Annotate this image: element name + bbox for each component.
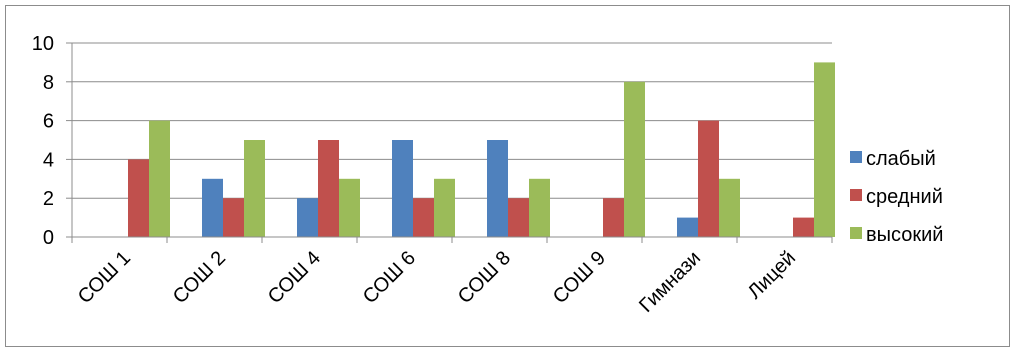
- legend-swatch: [850, 227, 862, 239]
- y-tick-label: 10: [32, 33, 54, 55]
- bar-medium: [508, 198, 529, 237]
- bar-medium: [318, 140, 339, 237]
- y-tick-label: 4: [43, 149, 54, 171]
- legend-label: слабый: [866, 148, 936, 170]
- x-category-label: СОШ 1: [74, 247, 135, 308]
- bar-high: [434, 178, 455, 237]
- bar-high: [814, 62, 835, 238]
- bar-medium: [413, 198, 434, 237]
- bar-high: [529, 178, 550, 237]
- x-category-label: СОШ 9: [549, 247, 610, 308]
- bar-weak: [392, 140, 413, 237]
- x-category-label: СОШ 6: [359, 247, 420, 308]
- y-tick-label: 2: [43, 188, 54, 210]
- bars: [128, 62, 835, 238]
- legend-swatch: [850, 151, 862, 163]
- x-category-label: СОШ 4: [264, 247, 325, 308]
- bar-weak: [677, 217, 698, 237]
- bar-high: [719, 178, 740, 237]
- bar-weak: [202, 178, 223, 237]
- legend-swatch: [850, 189, 862, 201]
- bar-medium: [793, 217, 814, 237]
- bar-medium: [698, 120, 719, 237]
- bar-medium: [603, 198, 624, 237]
- legend-label: средний: [866, 186, 943, 208]
- bar-weak: [297, 198, 318, 237]
- bar-medium: [223, 198, 244, 237]
- x-category-label: СОШ 2: [169, 247, 230, 308]
- bar-high: [244, 140, 265, 237]
- legend-label: высокий: [866, 224, 943, 246]
- bar-medium: [128, 159, 149, 237]
- bar-weak: [487, 140, 508, 237]
- bar-high: [339, 178, 360, 237]
- y-tick-label: 8: [43, 72, 54, 94]
- x-category-label: СОШ 8: [454, 247, 515, 308]
- x-category-label: Гимнази: [635, 247, 705, 317]
- bar-high: [149, 120, 170, 237]
- y-tick-label: 0: [43, 227, 54, 249]
- x-category-label: Лицей: [744, 247, 800, 303]
- bar-high: [624, 81, 645, 237]
- legend: слабый средний высокий: [850, 148, 943, 246]
- y-tick-label: 6: [43, 111, 54, 133]
